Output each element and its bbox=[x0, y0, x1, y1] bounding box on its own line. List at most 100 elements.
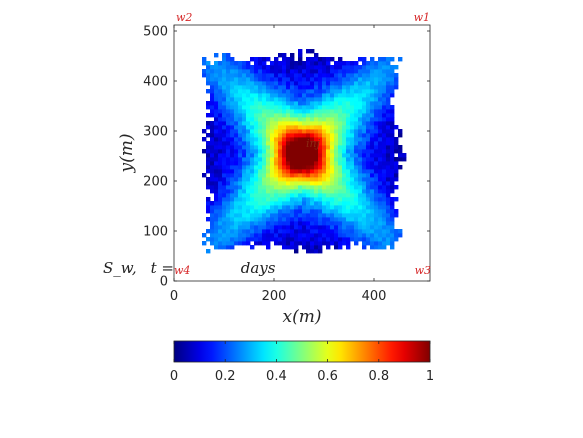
saturation-cell bbox=[386, 137, 391, 142]
saturation-cell bbox=[278, 209, 283, 214]
saturation-cell bbox=[246, 233, 251, 238]
saturation-cell bbox=[326, 69, 331, 74]
saturation-cell bbox=[374, 173, 379, 178]
saturation-cell bbox=[286, 173, 291, 178]
saturation-cell bbox=[322, 209, 327, 214]
saturation-cell bbox=[374, 185, 379, 190]
saturation-cell bbox=[230, 209, 235, 214]
saturation-cell bbox=[226, 109, 231, 114]
saturation-cell bbox=[266, 129, 271, 134]
saturation-cell bbox=[282, 61, 287, 66]
saturation-cell bbox=[266, 89, 271, 94]
saturation-cell bbox=[394, 177, 399, 182]
saturation-cell bbox=[230, 157, 235, 162]
saturation-cell bbox=[342, 201, 347, 206]
saturation-cell bbox=[370, 65, 375, 70]
saturation-cell bbox=[286, 157, 291, 162]
saturation-cell bbox=[342, 225, 347, 230]
saturation-cell bbox=[214, 101, 219, 106]
saturation-cell bbox=[314, 125, 319, 130]
saturation-cell bbox=[350, 213, 355, 218]
y-tick-label: 100 bbox=[143, 225, 168, 240]
saturation-cell bbox=[230, 65, 235, 70]
saturation-cell bbox=[342, 121, 347, 126]
saturation-cell bbox=[266, 225, 271, 230]
saturation-cell bbox=[318, 229, 323, 234]
saturation-cell bbox=[334, 233, 339, 238]
saturation-cell bbox=[278, 153, 283, 158]
saturation-cell bbox=[378, 69, 383, 74]
saturation-cell bbox=[362, 221, 367, 226]
saturation-cell bbox=[210, 241, 215, 246]
saturation-cell bbox=[266, 85, 271, 90]
saturation-cell bbox=[390, 213, 395, 218]
saturation-cell bbox=[290, 153, 295, 158]
saturation-cell bbox=[374, 113, 379, 118]
saturation-cell bbox=[238, 153, 243, 158]
saturation-cell bbox=[214, 165, 219, 170]
saturation-cell bbox=[374, 245, 379, 250]
saturation-cell bbox=[242, 137, 247, 142]
saturation-cell bbox=[354, 73, 359, 78]
saturation-cell bbox=[346, 217, 351, 222]
saturation-cell bbox=[246, 157, 251, 162]
saturation-cell bbox=[222, 201, 227, 206]
saturation-cell bbox=[278, 221, 283, 226]
saturation-cell bbox=[354, 125, 359, 130]
saturation-cell bbox=[278, 149, 283, 154]
saturation-cell bbox=[222, 241, 227, 246]
saturation-cell bbox=[258, 101, 263, 106]
saturation-cell bbox=[258, 201, 263, 206]
saturation-cell bbox=[258, 97, 263, 102]
saturation-cell bbox=[250, 205, 255, 210]
saturation-cell bbox=[326, 121, 331, 126]
saturation-cell bbox=[218, 197, 223, 202]
saturation-cell bbox=[338, 153, 343, 158]
saturation-cell bbox=[294, 213, 299, 218]
saturation-cell bbox=[362, 121, 367, 126]
saturation-cell bbox=[374, 93, 379, 98]
saturation-cell bbox=[286, 241, 291, 246]
saturation-cell bbox=[390, 169, 395, 174]
saturation-cell bbox=[234, 173, 239, 178]
saturation-cell bbox=[286, 117, 291, 122]
saturation-cell bbox=[330, 197, 335, 202]
saturation-cell bbox=[246, 153, 251, 158]
saturation-cell bbox=[366, 205, 371, 210]
saturation-cell bbox=[250, 65, 255, 70]
saturation-cell bbox=[382, 225, 387, 230]
saturation-cell bbox=[366, 201, 371, 206]
saturation-cell bbox=[366, 85, 371, 90]
saturation-cell bbox=[310, 205, 315, 210]
saturation-cell bbox=[238, 145, 243, 150]
saturation-cell bbox=[374, 61, 379, 66]
saturation-cell bbox=[214, 193, 219, 198]
saturation-cell bbox=[254, 181, 259, 186]
saturation-cell bbox=[354, 237, 359, 242]
saturation-cell bbox=[234, 221, 239, 226]
saturation-cell bbox=[382, 233, 387, 238]
saturation-cell bbox=[286, 245, 291, 250]
saturation-cell bbox=[374, 229, 379, 234]
saturation-cell bbox=[282, 65, 287, 70]
saturation-cell bbox=[306, 141, 311, 146]
saturation-cell bbox=[326, 225, 331, 230]
saturation-cell bbox=[326, 129, 331, 134]
saturation-cell bbox=[354, 165, 359, 170]
saturation-cell bbox=[282, 189, 287, 194]
saturation-cell bbox=[226, 165, 231, 170]
saturation-cell bbox=[270, 89, 275, 94]
saturation-cell bbox=[218, 149, 223, 154]
saturation-cell bbox=[230, 113, 235, 118]
saturation-cell bbox=[374, 189, 379, 194]
saturation-cell bbox=[338, 197, 343, 202]
saturation-cell bbox=[338, 205, 343, 210]
saturation-cell bbox=[294, 249, 299, 254]
saturation-cell bbox=[354, 181, 359, 186]
saturation-cell bbox=[322, 205, 327, 210]
saturation-cell bbox=[246, 137, 251, 142]
saturation-cell bbox=[298, 237, 303, 242]
saturation-cell bbox=[218, 205, 223, 210]
saturation-cell bbox=[314, 121, 319, 126]
saturation-cell bbox=[238, 161, 243, 166]
